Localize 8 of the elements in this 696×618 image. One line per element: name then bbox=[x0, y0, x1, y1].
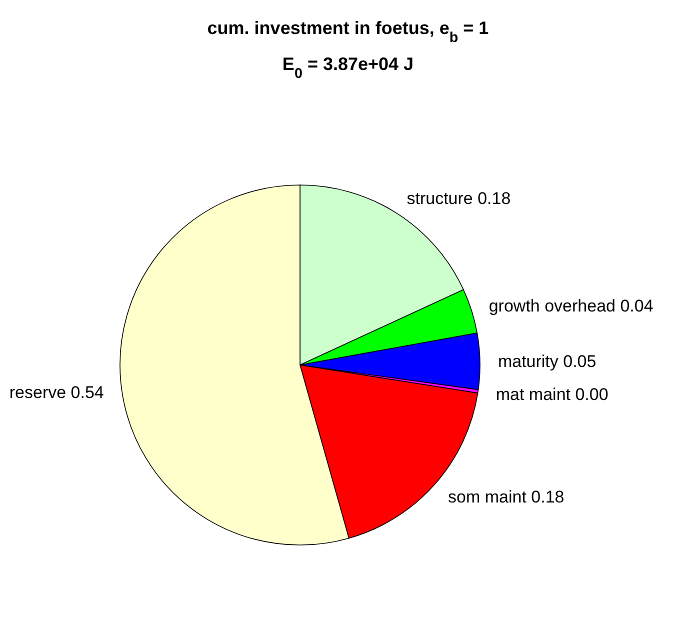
slice-label: maturity 0.05 bbox=[498, 352, 596, 371]
slice-label: reserve 0.54 bbox=[9, 383, 104, 402]
slice-label: som maint 0.18 bbox=[448, 487, 564, 506]
chart-subtitle: E$_{0}$ = 3.87e+04 J bbox=[282, 54, 414, 82]
slice-label: mat maint 0.00 bbox=[496, 384, 608, 404]
chart-title: cum. investment in foetus, e$_{b}$ = 1 bbox=[207, 18, 489, 46]
slice-label: growth overhead 0.04 bbox=[488, 296, 654, 316]
slice-label: structure 0.18 bbox=[406, 189, 511, 208]
